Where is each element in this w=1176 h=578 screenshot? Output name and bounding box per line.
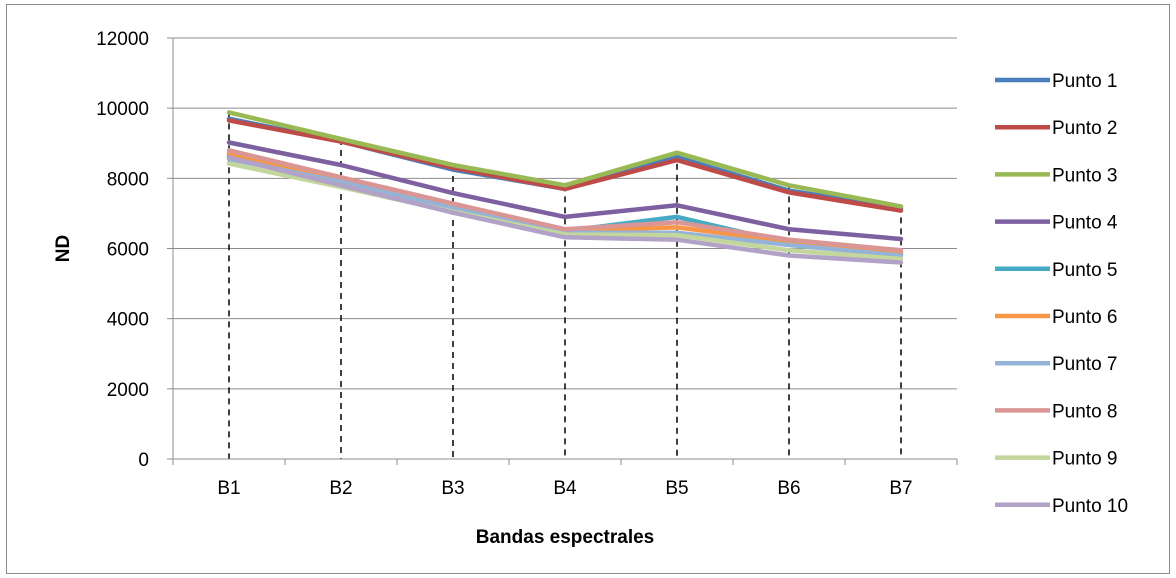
gridlines [173,37,957,390]
x-tick-label: B2 [329,478,352,499]
legend-label: Punto 9 [1052,449,1118,470]
x-tick-label: B5 [665,478,688,499]
x-axis-title: Bandas espectrales [476,527,655,548]
y-tick-label: 8000 [107,169,149,190]
y-tick-label: 6000 [107,240,149,261]
series-line-punto-4 [226,140,904,242]
legend-label: Punto 3 [1052,165,1118,186]
legend: Punto 1 Punto 2 Punto 3 Punto 4 Punto 5 Punto… [995,71,1128,517]
legend-label: Punto 7 [1052,354,1118,375]
legend-label: Punto 6 [1052,307,1118,328]
series-line-punto-10 [226,155,904,265]
legend-label: Punto 1 [1052,71,1118,92]
legend-label: Punto 5 [1052,260,1118,281]
x-tick-label: B3 [441,478,464,499]
legend-label: Punto 4 [1052,213,1118,234]
series-line-punto-2 [226,118,904,213]
x-tick-label: B7 [889,478,912,499]
series-line-punto-3 [226,110,904,209]
y-tick-label: 2000 [107,380,149,401]
x-tick-label: B6 [777,478,800,499]
series-line-punto-8 [226,148,904,253]
tick-labels: 0 2000 4000 6000 8000 10000 12000 B1 B2 B3 B4 B5 B6 B… [96,29,912,499]
legend-label: Punto 2 [1052,118,1118,139]
chart-frame [6,4,1170,574]
legend-label: Punto 10 [1052,496,1128,517]
series-lines [226,110,904,265]
x-tick-label: B4 [553,478,577,499]
axes [167,37,958,465]
y-tick-label: 12000 [96,29,149,50]
y-tick-label: 10000 [96,99,149,120]
x-tick-label: B1 [217,478,240,499]
y-axis-title: ND [53,235,74,262]
y-tick-label: 0 [138,450,149,471]
legend-label: Punto 8 [1052,401,1118,422]
y-tick-label: 4000 [107,310,149,331]
